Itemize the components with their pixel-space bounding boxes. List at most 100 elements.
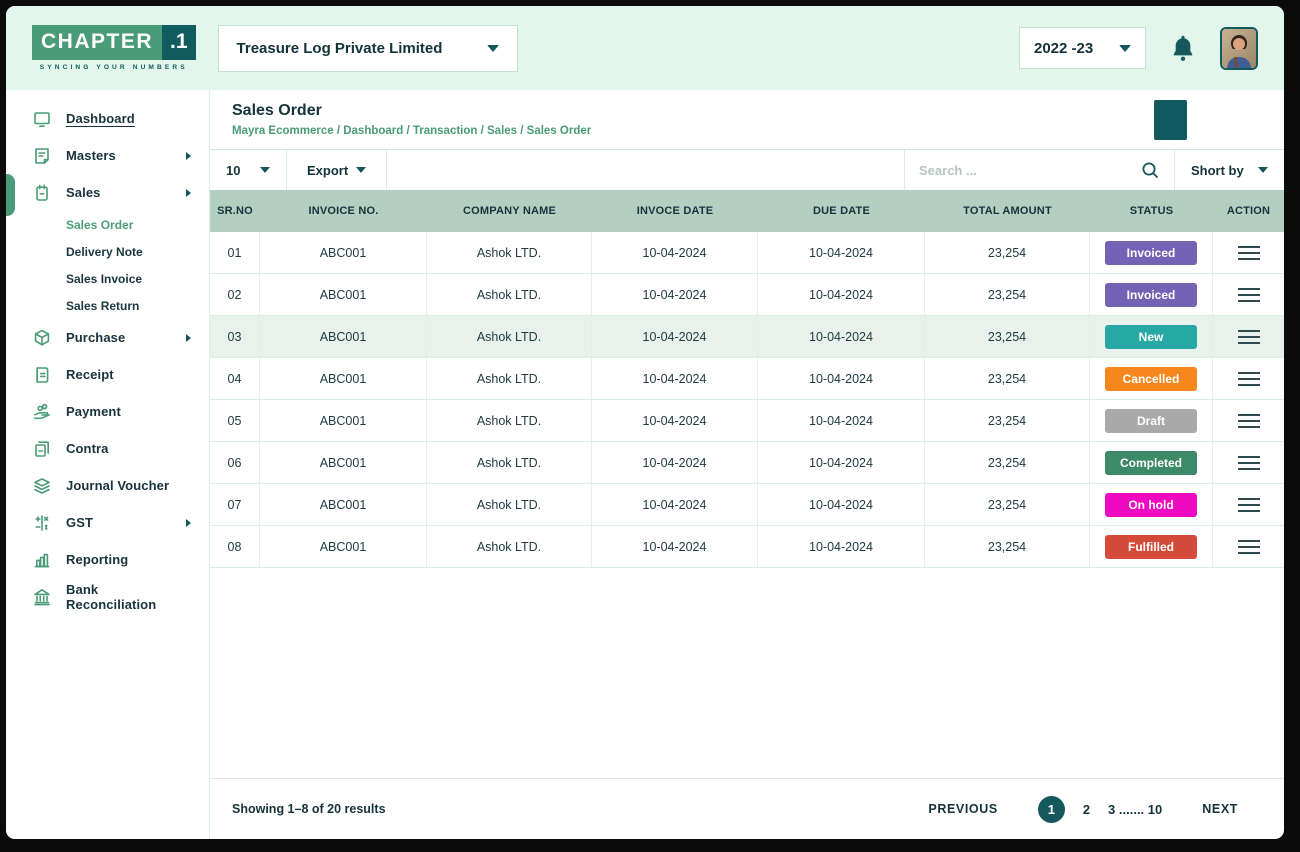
- export-button[interactable]: Export: [287, 150, 387, 190]
- sidebar-item-payment[interactable]: Payment: [6, 393, 209, 430]
- monitor-icon: [32, 109, 52, 129]
- documents-icon: [32, 439, 52, 459]
- column-header: INVOCE DATE: [592, 190, 758, 232]
- cell-status: Invoiced: [1090, 232, 1213, 274]
- chevron-down-icon: [1258, 167, 1268, 173]
- app-logo: CHAPTER .1 SYNCING YOUR NUMBERS: [32, 25, 196, 71]
- table-row: 04 ABC001 Ashok LTD. 10-04-2024 10-04-20…: [210, 358, 1284, 400]
- sidebar-item-dashboard[interactable]: Dashboard: [6, 100, 209, 137]
- status-badge: Completed: [1105, 450, 1197, 475]
- search-input[interactable]: [919, 162, 1140, 178]
- package-icon: [32, 328, 52, 348]
- fiscal-year-selector[interactable]: 2022 -23: [1019, 27, 1146, 69]
- cell-sr-no: 05: [210, 400, 260, 442]
- status-badge: Invoiced: [1105, 240, 1197, 265]
- sidebar-item-label: Payment: [66, 404, 121, 419]
- results-summary: Showing 1–8 of 20 results: [232, 802, 386, 816]
- sidebar-subitem-sales-invoice[interactable]: Sales Invoice: [6, 265, 209, 292]
- cell-amount: 23,254: [925, 358, 1090, 400]
- cell-invoice-no: ABC001: [260, 316, 427, 358]
- sidebar-item-purchase[interactable]: Purchase: [6, 319, 209, 356]
- cell-due-date: 10-04-2024: [758, 358, 925, 400]
- cell-sr-no: 02: [210, 274, 260, 316]
- chevron-down-icon: [260, 167, 270, 173]
- sidebar-item-receipt[interactable]: Receipt: [6, 356, 209, 393]
- row-menu-icon[interactable]: [1234, 536, 1264, 558]
- sidebar-item-label: Receipt: [66, 367, 114, 382]
- sidebar-subitem-sales-return[interactable]: Sales Return: [6, 292, 209, 319]
- row-menu-icon[interactable]: [1234, 494, 1264, 516]
- cell-status: Completed: [1090, 442, 1213, 484]
- sidebar-item-reporting[interactable]: Reporting: [6, 541, 209, 578]
- export-label: Export: [307, 162, 349, 178]
- cell-sr-no: 08: [210, 526, 260, 568]
- cell-company: Ashok LTD.: [427, 316, 592, 358]
- cell-status: Invoiced: [1090, 274, 1213, 316]
- sidebar-item-label: Bank Reconciliation: [66, 581, 157, 612]
- pagination-page-range[interactable]: 3 ....... 10: [1108, 801, 1163, 817]
- chevron-down-icon: [1119, 44, 1131, 52]
- search-icon[interactable]: [1140, 160, 1160, 180]
- cell-due-date: 10-04-2024: [758, 400, 925, 442]
- subitem-label: Sales Return: [66, 298, 140, 313]
- row-menu-icon[interactable]: [1234, 326, 1264, 348]
- sidebar-item-masters[interactable]: Masters: [6, 137, 209, 174]
- pagination-page-1[interactable]: 1: [1037, 795, 1065, 823]
- pagination-page-2[interactable]: 2: [1082, 801, 1091, 817]
- row-menu-icon[interactable]: [1234, 452, 1264, 474]
- user-avatar[interactable]: [1220, 26, 1258, 70]
- sort-by-selector[interactable]: Short by: [1175, 150, 1284, 190]
- sidebar-item-bank-reconciliation[interactable]: Bank Reconciliation: [6, 578, 209, 615]
- cell-action: [1213, 526, 1284, 568]
- cell-invoice-date: 10-04-2024: [592, 316, 758, 358]
- active-section-indicator: [6, 174, 15, 216]
- cell-company: Ashok LTD.: [427, 442, 592, 484]
- cell-action: [1213, 484, 1284, 526]
- sidebar: Dashboard Masters Sales Sales Order: [6, 90, 210, 839]
- breadcrumb: Mayra Ecommerce / Dashboard / Transactio…: [232, 125, 592, 137]
- page-size-selector[interactable]: 10: [210, 150, 287, 190]
- chevron-right-icon: [186, 518, 191, 527]
- status-badge: Invoiced: [1105, 282, 1197, 307]
- subitem-label: Sales Invoice: [66, 271, 143, 286]
- row-menu-icon[interactable]: [1234, 242, 1264, 264]
- row-menu-icon[interactable]: [1234, 410, 1264, 432]
- logo-text: CHAPTER: [32, 25, 163, 60]
- cell-company: Ashok LTD.: [427, 232, 592, 274]
- company-selector[interactable]: Treasure Log Private Limited: [217, 24, 518, 72]
- status-badge: Fulfilled: [1105, 534, 1197, 559]
- row-menu-icon[interactable]: [1234, 368, 1264, 390]
- cell-action: [1213, 316, 1284, 358]
- cell-status: New: [1090, 316, 1213, 358]
- add-button[interactable]: [1154, 99, 1187, 140]
- cell-action: [1213, 274, 1284, 316]
- pagination-previous[interactable]: PREVIOUS: [928, 802, 998, 816]
- cell-due-date: 10-04-2024: [758, 442, 925, 484]
- sidebar-item-contra[interactable]: Contra: [6, 430, 209, 467]
- cell-sr-no: 06: [210, 442, 260, 484]
- fiscal-year-value: 2022 -23: [1034, 39, 1094, 57]
- cell-due-date: 10-04-2024: [758, 484, 925, 526]
- cell-sr-no: 04: [210, 358, 260, 400]
- chevron-right-icon: [186, 188, 191, 197]
- sidebar-item-sales[interactable]: Sales: [6, 174, 209, 211]
- sidebar-item-label: Contra: [66, 441, 109, 456]
- sidebar-item-label: Sales: [66, 185, 101, 200]
- cell-invoice-no: ABC001: [260, 526, 427, 568]
- sidebar-subitem-sales-order[interactable]: Sales Order: [6, 211, 209, 238]
- sidebar-item-gst[interactable]: GST: [6, 504, 209, 541]
- sidebar-subitem-delivery-note[interactable]: Delivery Note: [6, 238, 209, 265]
- table-row: 06 ABC001 Ashok LTD. 10-04-2024 10-04-20…: [210, 442, 1284, 484]
- chevron-right-icon: [186, 333, 191, 342]
- notifications-bell-icon[interactable]: [1170, 34, 1196, 62]
- cell-invoice-date: 10-04-2024: [592, 400, 758, 442]
- cell-company: Ashok LTD.: [427, 358, 592, 400]
- page-header: Sales Order Mayra Ecommerce / Dashboard …: [210, 90, 1284, 150]
- sidebar-item-journal-voucher[interactable]: Journal Voucher: [6, 467, 209, 504]
- row-menu-icon[interactable]: [1234, 284, 1264, 306]
- table-row: 03 ABC001 Ashok LTD. 10-04-2024 10-04-20…: [210, 316, 1284, 358]
- pagination-next[interactable]: NEXT: [1202, 802, 1238, 816]
- cell-sr-no: 01: [210, 232, 260, 274]
- chevron-right-icon: [186, 151, 191, 160]
- topbar: CHAPTER .1 SYNCING YOUR NUMBERS Treasure…: [6, 6, 1284, 90]
